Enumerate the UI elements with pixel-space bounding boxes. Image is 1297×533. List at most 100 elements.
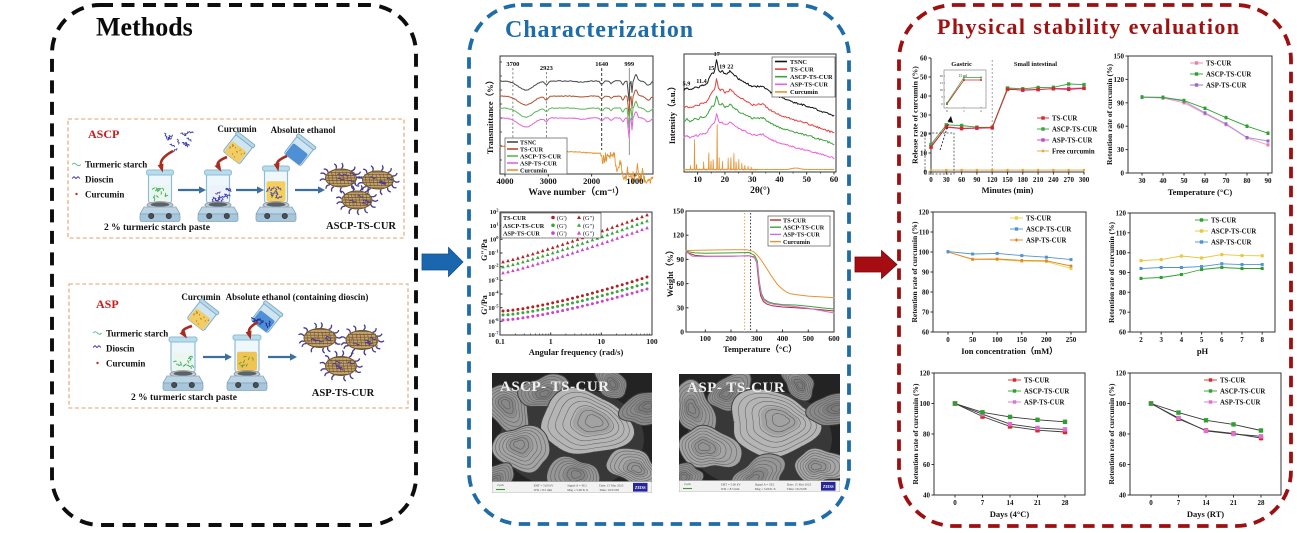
- svg-text:0: 0: [953, 499, 957, 507]
- svg-text:Signal A = SE2: Signal A = SE2: [567, 483, 587, 487]
- svg-text:Retention rate of curcumin (%): Retention rate of curcumin (%): [1107, 221, 1116, 323]
- svg-text:300: 300: [751, 334, 763, 343]
- svg-text:7: 7: [1240, 336, 1244, 344]
- svg-text:120: 120: [919, 209, 930, 217]
- svg-text:200: 200: [1041, 336, 1052, 344]
- svg-text:40: 40: [775, 174, 784, 184]
- svg-text:10-6: 10-6: [488, 317, 499, 326]
- svg-text:Intensity（a.u.）: Intensity（a.u.）: [667, 82, 677, 144]
- svg-text:Turmeric starch: Turmeric starch: [85, 160, 147, 170]
- svg-text:TS-CUR: TS-CUR: [1026, 216, 1051, 223]
- svg-text:100: 100: [992, 336, 1003, 344]
- svg-text:14: 14: [1007, 499, 1015, 507]
- svg-text:15 ml: 15 ml: [959, 74, 967, 78]
- svg-text:Curcumin: Curcumin: [520, 167, 548, 174]
- svg-text:10: 10: [920, 150, 928, 158]
- svg-text:40: 40: [923, 492, 931, 500]
- svg-text:7: 7: [1177, 499, 1181, 507]
- svg-text:60: 60: [958, 176, 966, 184]
- svg-text:0: 0: [924, 169, 928, 177]
- svg-text:21: 21: [1034, 499, 1042, 507]
- svg-text:Signal A = SE2: Signal A = SE2: [755, 482, 775, 486]
- svg-text:ASP-TS-CUR: ASP-TS-CUR: [312, 388, 375, 399]
- svg-text:Methods: Methods: [96, 13, 193, 42]
- svg-text:2: 2: [1139, 336, 1143, 344]
- svg-text:TS-CUR: TS-CUR: [1052, 116, 1077, 123]
- svg-text:10: 10: [598, 337, 606, 346]
- svg-text:ASCP-TS-CUR: ASCP-TS-CUR: [520, 153, 562, 160]
- svg-text:60: 60: [1202, 177, 1210, 185]
- svg-text:30: 30: [1139, 177, 1147, 185]
- svg-text:100: 100: [700, 334, 712, 343]
- svg-text:ASCP-TS-CUR: ASCP-TS-CUR: [503, 223, 545, 230]
- svg-text:ASCP-TS-CUR: ASCP-TS-CUR: [1024, 389, 1069, 396]
- svg-text:TS-CUR: TS-CUR: [1206, 61, 1231, 68]
- svg-text:80: 80: [922, 289, 930, 297]
- svg-text:Retention rate of curcumin (%): Retention rate of curcumin (%): [1105, 63, 1114, 165]
- svg-text:80: 80: [1119, 289, 1127, 297]
- svg-text:TS-CUR: TS-CUR: [520, 146, 544, 153]
- svg-text:WD = 8.5 mm: WD = 8.5 mm: [721, 487, 740, 491]
- svg-text:70: 70: [1223, 177, 1231, 185]
- svg-text:Release rate of curcumin (%): Release rate of curcumin (%): [911, 66, 920, 164]
- svg-text:Time: 10:25:08: Time: 10:25:08: [599, 488, 619, 492]
- svg-text:ASCP-TS-CUR: ASCP-TS-CUR: [1052, 127, 1097, 134]
- svg-text:90: 90: [1119, 269, 1127, 277]
- svg-text:4: 4: [1180, 336, 1184, 344]
- svg-text:250: 250: [1066, 336, 1077, 344]
- svg-text:2000: 2000: [583, 176, 600, 186]
- svg-text:100: 100: [1116, 400, 1127, 408]
- svg-text:TS-CUR: TS-CUR: [1220, 378, 1245, 385]
- svg-text:80: 80: [1244, 177, 1252, 185]
- svg-text:2923: 2923: [540, 65, 554, 72]
- svg-text:(G"): (G"): [583, 231, 594, 238]
- svg-text:Weight（%）: Weight（%）: [665, 246, 675, 297]
- svg-text:Physical stability evaluation: Physical stability evaluation: [937, 14, 1240, 39]
- svg-text:Temperature (°C): Temperature (°C): [1168, 187, 1233, 197]
- svg-text:TS-CUR: TS-CUR: [1211, 218, 1236, 225]
- svg-text:TS-CUR: TS-CUR: [1024, 378, 1049, 385]
- svg-text:60: 60: [922, 329, 930, 337]
- svg-text:100: 100: [1116, 249, 1127, 257]
- svg-text:ASP-TS-CUR: ASP-TS-CUR: [1052, 138, 1092, 145]
- svg-text:102: 102: [490, 208, 500, 217]
- svg-text:0: 0: [1121, 170, 1125, 178]
- svg-text:Small intestinal: Small intestinal: [1014, 61, 1057, 68]
- svg-text:60: 60: [923, 461, 931, 469]
- svg-text:70: 70: [1119, 309, 1127, 317]
- svg-text:Date: 15 Mar 2023: Date: 15 Mar 2023: [599, 483, 624, 487]
- svg-text:150: 150: [673, 207, 685, 216]
- svg-text:40: 40: [1160, 177, 1168, 185]
- svg-text:1: 1: [549, 337, 553, 346]
- svg-text:0.1: 0.1: [495, 337, 505, 346]
- svg-text:3000: 3000: [540, 176, 557, 186]
- svg-text:EHT = 5.00 kV: EHT = 5.00 kV: [721, 482, 741, 486]
- svg-text:0: 0: [680, 328, 684, 337]
- svg-text:Curcumin: Curcumin: [783, 239, 811, 246]
- svg-text:50: 50: [802, 174, 811, 184]
- svg-text:ASP-TS-CUR: ASP-TS-CUR: [1206, 83, 1246, 90]
- svg-text:60: 60: [1119, 329, 1127, 337]
- svg-text:110: 110: [1116, 229, 1127, 237]
- svg-text:ASCP-TS-CUR: ASCP-TS-CUR: [1026, 227, 1071, 234]
- svg-text:(G'): (G'): [557, 231, 567, 238]
- svg-text:Minutes (min): Minutes (min): [982, 185, 1034, 195]
- svg-text:TS-CUR: TS-CUR: [503, 215, 527, 222]
- svg-text:150: 150: [1002, 176, 1013, 184]
- svg-text:pH: pH: [1197, 346, 1209, 356]
- svg-text:ASP-TS-CUR: ASP-TS-CUR: [520, 160, 557, 167]
- svg-text:G'/Pa: G'/Pa: [480, 295, 489, 315]
- svg-text:999: 999: [624, 61, 635, 68]
- svg-text:ASP-TS-CUR: ASP-TS-CUR: [783, 232, 820, 239]
- svg-text:90: 90: [677, 255, 685, 264]
- svg-text:Curcumin: Curcumin: [106, 359, 145, 369]
- svg-text:Free curcumin: Free curcumin: [1052, 149, 1095, 156]
- svg-text:22: 22: [727, 64, 733, 71]
- svg-text:Retention rate of curcumin (%): Retention rate of curcumin (%): [1107, 383, 1116, 485]
- svg-text:(G"): (G"): [583, 223, 594, 230]
- svg-text:Mag = 5.00 K X: Mag = 5.00 K X: [755, 487, 777, 491]
- svg-text:11.4: 11.4: [696, 78, 707, 85]
- svg-text:70: 70: [922, 309, 930, 317]
- svg-text:80: 80: [1119, 431, 1127, 439]
- svg-text:ASP-TS-CUR: ASP-TS-CUR: [1024, 400, 1064, 407]
